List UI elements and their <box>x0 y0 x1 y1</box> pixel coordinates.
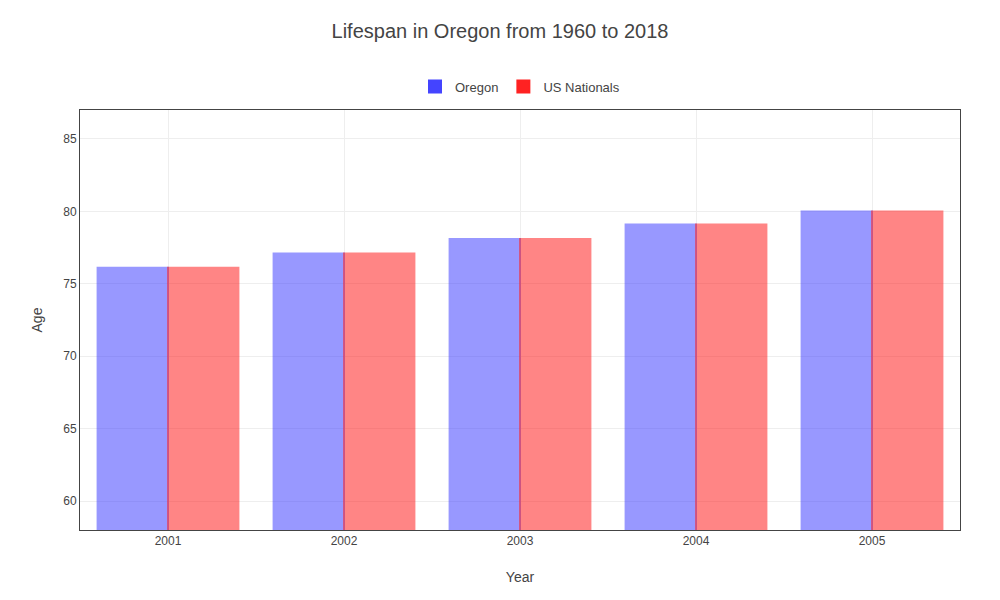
svg-text:85: 85 <box>63 132 77 146</box>
svg-text:75: 75 <box>63 277 77 291</box>
svg-text:65: 65 <box>63 422 77 436</box>
svg-text:70: 70 <box>63 349 77 363</box>
svg-text:80: 80 <box>63 205 77 219</box>
svg-text:US Nationals: US Nationals <box>543 80 619 95</box>
svg-text:Age: Age <box>29 307 45 332</box>
svg-text:Year: Year <box>506 569 535 585</box>
svg-text:2002: 2002 <box>331 534 358 548</box>
svg-text:60: 60 <box>63 494 77 508</box>
svg-text:2001: 2001 <box>155 534 182 548</box>
svg-text:Oregon: Oregon <box>455 80 498 95</box>
svg-text:2003: 2003 <box>507 534 534 548</box>
svg-text:2004: 2004 <box>683 534 710 548</box>
svg-text:Lifespan in Oregon from 1960 t: Lifespan in Oregon from 1960 to 2018 <box>332 20 669 42</box>
svg-text:2005: 2005 <box>859 534 886 548</box>
